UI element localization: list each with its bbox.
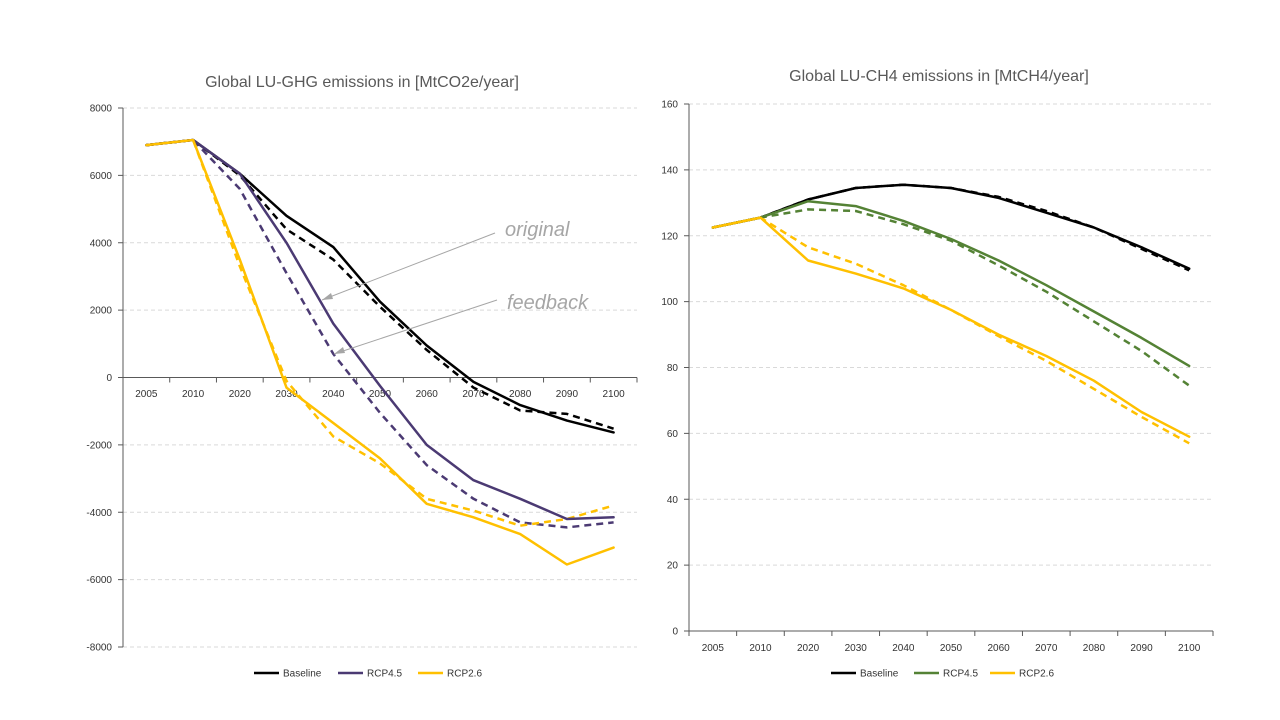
ch4-legend-label: Baseline — [860, 669, 899, 680]
ch4-x-tick-label: 2030 — [845, 643, 868, 654]
annotation-feedback-arrow-line — [333, 299, 498, 355]
ch4-series-baseline-dashed — [712, 183, 1190, 272]
ch4-y-tick-label: 100 — [661, 297, 678, 308]
annotation-original-label: original — [505, 219, 570, 241]
annotation-original: original — [321, 219, 570, 301]
ch4-y-tick-label: 140 — [661, 165, 678, 176]
ch4-x-tick-labels: 2005 2010 2020 2030 2040 2050 2060 2070 2080 2090… — [702, 643, 1201, 654]
ch4-x-tick-label: 2040 — [892, 643, 915, 654]
ch4-x-tick-label: 2080 — [1083, 643, 1106, 654]
ch4-series-rcp26-dashed — [712, 216, 1190, 445]
ghg-y-tick-label: -4000 — [86, 508, 112, 519]
ghg-x-tick-label: 2100 — [603, 389, 626, 400]
ch4-y-tick-label: 40 — [667, 495, 679, 506]
ghg-chart: Global LU-GHG emissions in [MtCO2e/year]… — [86, 74, 638, 680]
ghg-legend-label: RCP4.5 — [367, 669, 402, 680]
ch4-legend-label: RCP4.5 — [943, 669, 978, 680]
ghg-x-tick-label: 2010 — [182, 389, 205, 400]
ch4-y-tick-label: 60 — [667, 429, 679, 440]
ghg-y-tick-labels: 8000 6000 4000 2000 0 -2000 -4000 -6000 -8000 — [86, 104, 112, 654]
ch4-x-tick-label: 2060 — [988, 643, 1011, 654]
annotation-original-arrow-head — [322, 293, 333, 300]
ch4-y-tick-label: 120 — [661, 231, 678, 242]
ghg-series-rcp45-solid — [145, 138, 615, 521]
ch4-x-tick-label: 2090 — [1130, 643, 1153, 654]
ch4-x-tick-label: 2005 — [702, 643, 725, 654]
ch4-legend-item: Baseline — [831, 669, 899, 680]
ch4-x-tick-label: 2020 — [797, 643, 820, 654]
ghg-y-tick-label: 0 — [106, 373, 112, 384]
ghg-x-tick-label: 2020 — [229, 389, 252, 400]
ghg-y-tick-label: 8000 — [90, 104, 113, 115]
annotation-feedback-arrow-head — [334, 347, 345, 354]
ghg-x-tick-label: 2050 — [369, 389, 392, 400]
ch4-gridlines — [689, 103, 1213, 566]
ch4-y-tick-label: 0 — [672, 627, 678, 638]
ch4-chart-title: Global LU-CH4 emissions in [MtCH4/year] — [789, 68, 1089, 85]
ch4-x-tick-label: 2050 — [940, 643, 963, 654]
ch4-x-tick-label: 2010 — [749, 643, 772, 654]
ch4-x-tick-label: 2070 — [1035, 643, 1058, 654]
ghg-series — [145, 138, 615, 566]
ghg-legend-item: RCP2.6 — [418, 669, 482, 680]
ghg-legend-item: Baseline — [254, 669, 322, 680]
ch4-series-rcp45-solid — [711, 199, 1191, 368]
ghg-y-tick-label: 6000 — [90, 171, 113, 182]
ghg-series-rcp26-dashed — [146, 138, 614, 527]
ch4-legend-label: RCP2.6 — [1019, 669, 1054, 680]
ghg-x-tick-labels: 2005 2010 2020 2030 2040 2050 2060 2070 2080 2090… — [135, 389, 625, 400]
ch4-axes — [684, 103, 1214, 636]
ch4-y-tick-label: 20 — [667, 561, 679, 572]
ghg-legend: Baseline RCP4.5 RCP2.6 — [254, 669, 482, 680]
ghg-legend-item: RCP4.5 — [338, 669, 402, 680]
ghg-y-tick-label: 2000 — [90, 306, 113, 317]
ghg-legend-label: Baseline — [283, 669, 322, 680]
ghg-y-tick-label: -6000 — [86, 575, 112, 586]
annotation-original-arrow-line — [321, 232, 496, 301]
ch4-chart: Global LU-CH4 emissions in [MtCH4/year] … — [661, 68, 1214, 680]
ch4-y-tick-label: 160 — [661, 100, 678, 111]
ghg-x-tick-label: 2030 — [275, 389, 298, 400]
ch4-legend-item: RCP4.5 — [914, 669, 978, 680]
ghg-x-tick-label: 2060 — [416, 389, 439, 400]
ghg-x-tick-label: 2080 — [509, 389, 532, 400]
annotation-feedback: feedback — [333, 292, 589, 355]
ghg-x-tick-label: 2005 — [135, 389, 158, 400]
ghg-legend-label: RCP2.6 — [447, 669, 482, 680]
ghg-x-tick-label: 2040 — [322, 389, 345, 400]
ch4-y-tick-labels: 160 140 120 100 80 60 40 20 0 — [661, 100, 678, 638]
ch4-series-baseline-solid — [711, 183, 1191, 270]
ch4-series-rcp45-dashed — [712, 208, 1190, 387]
ghg-x-tick-label: 2090 — [556, 389, 579, 400]
ghg-x-tick-label: 2070 — [462, 389, 485, 400]
ghg-y-tick-label: 4000 — [90, 238, 113, 249]
ghg-axes — [118, 107, 638, 648]
ch4-legend: Baseline RCP4.5 RCP2.6 — [831, 669, 1054, 680]
annotation-feedback-label: feedback — [507, 292, 589, 314]
ghg-y-tick-label: -2000 — [86, 440, 112, 451]
ch4-x-tick-label: 2100 — [1178, 643, 1201, 654]
ch4-series-rcp26-solid — [711, 216, 1191, 438]
ch4-legend-item: RCP2.6 — [990, 669, 1054, 680]
ch4-y-tick-label: 80 — [667, 363, 679, 374]
ghg-y-tick-label: -8000 — [86, 643, 112, 654]
ghg-chart-title: Global LU-GHG emissions in [MtCO2e/year] — [205, 74, 519, 91]
ch4-series — [711, 183, 1191, 445]
ghg-series-rcp26-solid — [145, 138, 615, 566]
